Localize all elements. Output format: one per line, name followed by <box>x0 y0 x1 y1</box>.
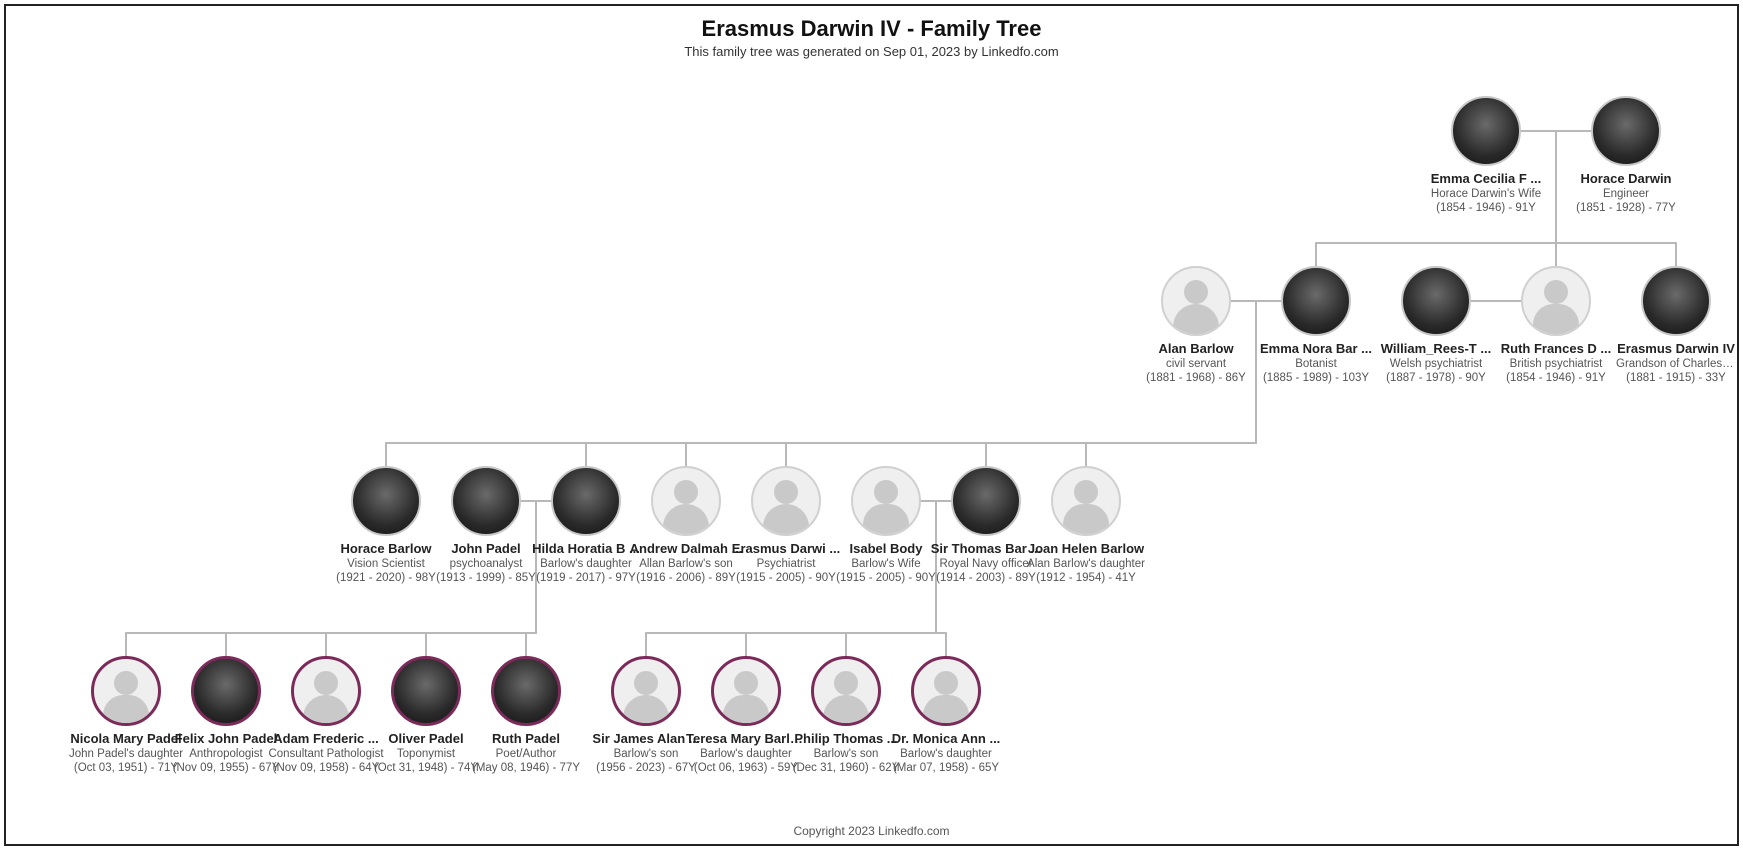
person-node: Erasmus Darwin IVGrandson of Charles Dar… <box>1616 266 1736 386</box>
avatar <box>611 656 681 726</box>
person-role: Poet/Author <box>466 747 586 761</box>
person-node: Ruth PadelPoet/Author(May 08, 1946) - 77… <box>466 656 586 776</box>
person-role: civil servant <box>1136 357 1256 371</box>
person-role: Engineer <box>1566 187 1686 201</box>
person-dates: (1887 - 1978) - 90Y <box>1376 371 1496 385</box>
person-dates: (1851 - 1928) - 77Y <box>1566 201 1686 215</box>
person-name: Alan Barlow <box>1136 342 1256 357</box>
avatar <box>351 466 421 536</box>
person-node: Alan Barlowcivil servant(1881 - 1968) - … <box>1136 266 1256 386</box>
person-role: Alan Barlow's daughter <box>1026 557 1146 571</box>
avatar <box>751 466 821 536</box>
avatar <box>1161 266 1231 336</box>
person-name: Dr. Monica Ann ... <box>886 732 1006 747</box>
avatar <box>391 656 461 726</box>
person-node: Ruth Frances D ...British psychiatrist(1… <box>1496 266 1616 386</box>
person-name: Erasmus Darwin IV <box>1616 342 1736 357</box>
person-dates: (1881 - 1968) - 86Y <box>1136 371 1256 385</box>
avatar <box>1591 96 1661 166</box>
avatar <box>91 656 161 726</box>
family-tree-frame: Erasmus Darwin IV - Family Tree This fam… <box>4 4 1739 846</box>
header: Erasmus Darwin IV - Family Tree This fam… <box>6 16 1737 59</box>
person-dates: (1881 - 1915) - 33Y <box>1616 371 1736 385</box>
person-role: British psychiatrist <box>1496 357 1616 371</box>
person-name: Horace Darwin <box>1566 172 1686 187</box>
avatar <box>651 466 721 536</box>
person-node: Dr. Monica Ann ...Barlow's daughter(Mar … <box>886 656 1006 776</box>
person-name: Ruth Frances D ... <box>1496 342 1616 357</box>
avatar <box>451 466 521 536</box>
person-dates: (May 08, 1946) - 77Y <box>466 761 586 775</box>
avatar <box>1641 266 1711 336</box>
avatar <box>191 656 261 726</box>
avatar <box>911 656 981 726</box>
person-role: Horace Darwin's Wife <box>1426 187 1546 201</box>
person-role: Botanist <box>1256 357 1376 371</box>
page-title: Erasmus Darwin IV - Family Tree <box>6 16 1737 42</box>
avatar <box>491 656 561 726</box>
person-dates: (1885 - 1989) - 103Y <box>1256 371 1376 385</box>
page-subtitle: This family tree was generated on Sep 01… <box>6 44 1737 59</box>
person-node: Joan Helen BarlowAlan Barlow's daughter(… <box>1026 466 1146 586</box>
person-role: Grandson of Charles Darwin <box>1616 357 1736 371</box>
person-name: Ruth Padel <box>466 732 586 747</box>
avatar <box>851 466 921 536</box>
avatar <box>1521 266 1591 336</box>
copyright: Copyright 2023 Linkedfo.com <box>6 824 1737 838</box>
person-role: Welsh psychiatrist <box>1376 357 1496 371</box>
person-name: Emma Nora Bar ... <box>1256 342 1376 357</box>
person-role: Barlow's daughter <box>886 747 1006 761</box>
avatar <box>1051 466 1121 536</box>
person-node: Emma Nora Bar ...Botanist(1885 - 1989) -… <box>1256 266 1376 386</box>
person-name: William_Rees-T ... <box>1376 342 1496 357</box>
person-name: Joan Helen Barlow <box>1026 542 1146 557</box>
avatar <box>951 466 1021 536</box>
avatar <box>711 656 781 726</box>
avatar <box>1281 266 1351 336</box>
avatar <box>811 656 881 726</box>
person-node: Emma Cecilia F ...Horace Darwin's Wife(1… <box>1426 96 1546 216</box>
person-node: William_Rees-T ...Welsh psychiatrist(188… <box>1376 266 1496 386</box>
person-name: Emma Cecilia F ... <box>1426 172 1546 187</box>
avatar <box>551 466 621 536</box>
person-node: Horace DarwinEngineer(1851 - 1928) - 77Y <box>1566 96 1686 216</box>
avatar <box>1401 266 1471 336</box>
person-dates: (1854 - 1946) - 91Y <box>1496 371 1616 385</box>
avatar <box>291 656 361 726</box>
person-dates: (1912 - 1954) - 41Y <box>1026 571 1146 585</box>
avatar <box>1451 96 1521 166</box>
person-dates: (Mar 07, 1958) - 65Y <box>886 761 1006 775</box>
person-dates: (1854 - 1946) - 91Y <box>1426 201 1546 215</box>
